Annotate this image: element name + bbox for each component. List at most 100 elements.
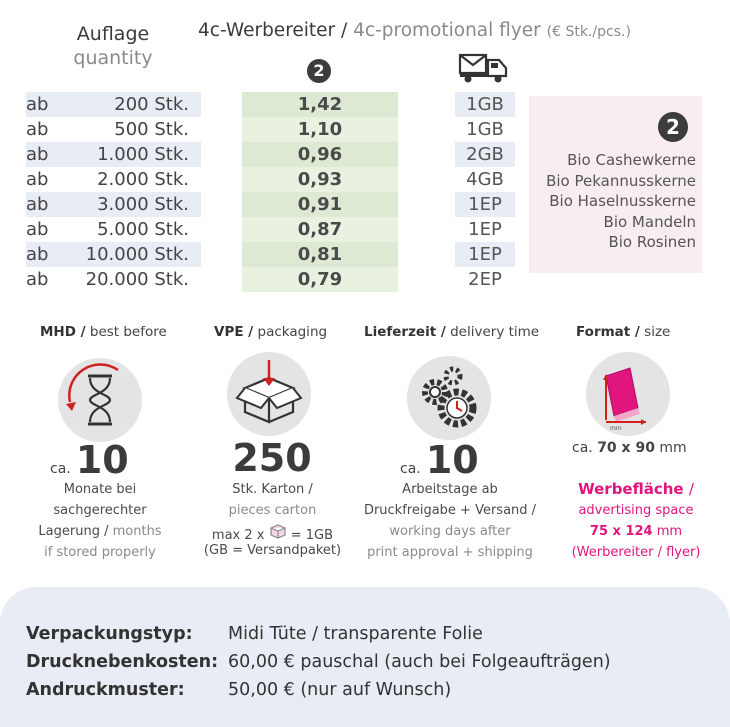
footer-value: 50,00 € (nur auf Wunsch) — [228, 680, 452, 700]
gears-clock-icon — [407, 356, 491, 440]
qty-prefix: ab — [26, 244, 49, 265]
qty-prefix: ab — [26, 119, 49, 140]
footer-row: Verpackungstyp: Midi Tüte / transparente … — [26, 624, 483, 644]
product-title: 4c-Werbereiter / 4c-promotional flyer (€… — [198, 20, 631, 41]
delivery-value-line: ca. 10 — [400, 438, 480, 482]
price-cell: 1,42 — [242, 92, 398, 117]
format-icon-unit: mm — [610, 425, 622, 432]
vpe-line-1: Stk. Karton / — [232, 482, 313, 497]
area-sep: / — [688, 480, 694, 498]
delivery-ca: ca. — [400, 461, 421, 477]
qty-value: 200 Stk. — [114, 94, 189, 115]
vpe-line-2: pieces carton — [228, 503, 317, 518]
variant-item: Bio Cashewkerne — [567, 151, 696, 169]
variant-list: Bio Cashewkerne Bio Pekannusskerne Bio H… — [546, 150, 696, 253]
ship-cell: 1EP — [468, 219, 502, 240]
qty-value: 3.000 Stk. — [97, 194, 189, 215]
format-heading: Format / size — [576, 324, 670, 340]
mhd-heading: MHD / best before — [40, 324, 167, 340]
qty-prefix: ab — [26, 94, 49, 115]
vpe-heading: VPE / packaging — [214, 324, 327, 340]
footer-label: Verpackungstyp: — [26, 624, 193, 644]
delivery-heading: Lieferzeit / delivery time — [364, 324, 539, 340]
footer-value: Midi Tüte / transparente Folie — [228, 624, 483, 644]
mhd-line-4: if stored properly — [44, 545, 156, 560]
hourglass-icon — [58, 358, 142, 442]
ship-cell: 1EP — [455, 242, 515, 267]
variant-item: Bio Haselnusskerne — [549, 192, 696, 210]
ship-cell: 2EP — [468, 269, 502, 290]
qty-prefix: ab — [26, 219, 49, 240]
quantity-label-de: Auflage — [76, 23, 150, 45]
variant-item: Bio Pekannusskerne — [546, 171, 696, 190]
mhd-text: Monate bei sachgerechter Lagerung / mont… — [20, 479, 180, 563]
area-en: advertising space — [578, 503, 694, 518]
format-value-line: ca. 70 x 90 mm — [572, 440, 702, 456]
ship-cell: 4GB — [466, 169, 504, 190]
price-cell: 1,10 — [242, 117, 398, 142]
mhd-line-3-en: months — [112, 524, 162, 539]
quantity-header: Auflage quantity — [48, 22, 178, 70]
format-value: 70 x 90 — [597, 440, 655, 456]
mhd-value-line: ca. 10 — [50, 438, 130, 482]
price-unit: (€ Stk./pcs.) — [546, 24, 631, 40]
footer-row: Drucknebenkosten: 60,00 € pauschal (auch … — [26, 652, 611, 672]
mhd-title-en: best before — [89, 324, 167, 340]
table-row: ab 10.000 Stk. — [26, 242, 201, 267]
footer-label: Drucknebenkosten: — [26, 652, 219, 672]
delivery-line-4: print approval + shipping — [367, 545, 533, 560]
mhd-title-de: MHD / — [40, 324, 86, 340]
variant-item: Bio Rosinen — [608, 233, 696, 251]
qty-value: 5.000 Stk. — [97, 219, 189, 240]
title-de: 4c-Werbereiter / — [198, 20, 348, 41]
area-value: 75 x 124 — [589, 524, 653, 539]
table-row: ab 3.000 Stk. — [26, 192, 201, 217]
vpe-value: 250 — [232, 436, 312, 480]
delivery-line-3: working days after — [389, 524, 511, 539]
vpe-line-3a: max 2 x — [211, 528, 265, 543]
footer-panel: Verpackungstyp: Midi Tüte / transparente … — [0, 587, 730, 727]
mhd-value: 10 — [75, 438, 129, 482]
qty-prefix: ab — [26, 144, 49, 165]
format-unit: mm — [659, 440, 687, 456]
small-box-icon — [269, 524, 287, 543]
table-row: ab 5.000 Stk. — [26, 217, 201, 242]
table-row: ab 2.000 Stk. — [26, 167, 201, 192]
qty-prefix: ab — [26, 269, 49, 290]
price-cell: 0,87 — [242, 217, 398, 242]
price-variant-badge: 2 — [307, 59, 331, 83]
vpe-title-de: VPE / — [214, 324, 254, 340]
qty-value: 1.000 Stk. — [97, 144, 189, 165]
qty-prefix: ab — [26, 169, 49, 190]
table-row: ab 1.000 Stk. — [26, 142, 201, 167]
footer-row: Andruckmuster: 50,00 € (nur auf Wunsch) — [26, 680, 451, 700]
delivery-title-de: Lieferzeit / — [364, 324, 446, 340]
quantity-label-en: quantity — [73, 47, 153, 69]
delivery-line-2: Druckfreigabe + Versand / — [363, 503, 537, 518]
format-title-en: size — [644, 324, 671, 340]
price-cell: 0,81 — [242, 242, 398, 267]
mhd-ca: ca. — [50, 461, 71, 477]
shipping-truck-icon — [458, 52, 510, 88]
qty-prefix: ab — [26, 194, 49, 215]
mhd-line-3-de: Lagerung / — [38, 524, 109, 539]
vpe-line-3b: = 1GB — [290, 528, 334, 543]
format-ca: ca. — [572, 440, 593, 456]
variant-item: Bio Mandeln — [603, 212, 696, 231]
area-unit: mm — [656, 524, 683, 539]
ship-cell: 1GB — [455, 92, 515, 117]
price-cell: 0,96 — [242, 142, 398, 167]
area-note: (Werbereiter / flyer) — [571, 545, 701, 560]
table-row: ab 500 Stk. — [26, 117, 201, 142]
variant-badge: 2 — [658, 112, 688, 142]
table-row: ab 200 Stk. — [26, 92, 201, 117]
delivery-line-1: Arbeitstage ab — [402, 482, 498, 497]
qty-value: 2.000 Stk. — [97, 169, 189, 190]
vpe-title-en: packaging — [257, 324, 328, 340]
qty-value: 20.000 Stk. — [85, 269, 189, 290]
ship-cell: 1GB — [466, 119, 504, 140]
ship-cell: 2GB — [455, 142, 515, 167]
footer-value: 60,00 € pauschal (auch bei Folgeaufträge… — [228, 652, 611, 672]
area-de: Werbefläche — [578, 480, 684, 498]
vpe-line-4: (GB = Versandpaket) — [203, 543, 342, 558]
